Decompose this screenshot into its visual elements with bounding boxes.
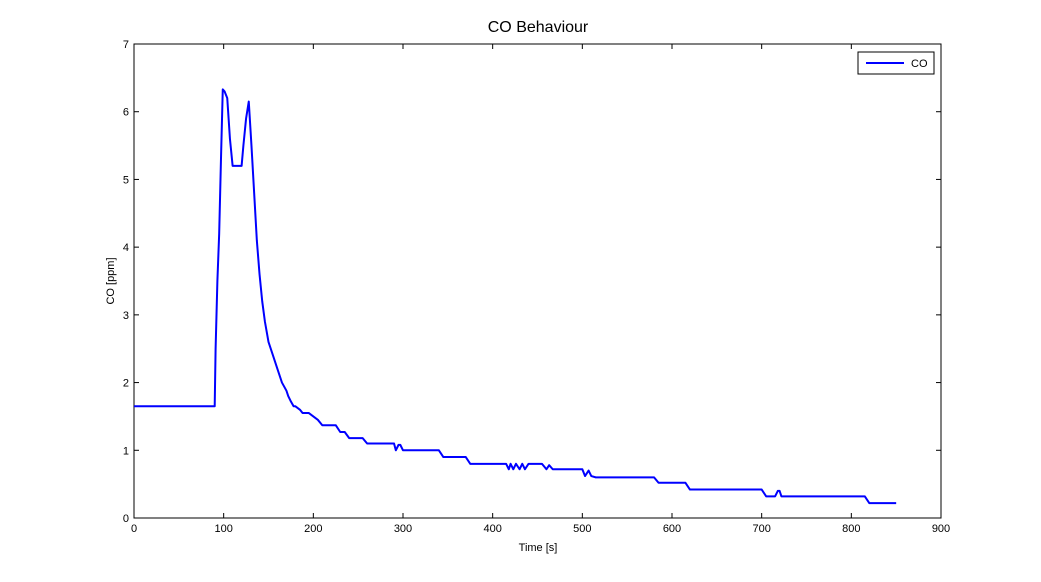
x-tick-label: 0	[131, 523, 137, 535]
x-tick-label: 900	[932, 523, 950, 535]
x-axis-label: Time [s]	[519, 542, 558, 554]
x-tick-label: 100	[214, 523, 232, 535]
y-tick-label: 7	[123, 39, 129, 51]
y-tick-label: 2	[123, 378, 129, 390]
x-tick-label: 500	[573, 523, 591, 535]
legend: CO	[857, 51, 935, 75]
x-tick-label: 600	[663, 523, 681, 535]
x-tick-label: 800	[842, 523, 860, 535]
x-tick-labels: 0 100 200 300 400 500 600 700 800 900	[131, 523, 950, 535]
x-tick-label: 300	[394, 523, 412, 535]
y-tick-label: 6	[123, 107, 129, 119]
y-tick-label: 4	[123, 242, 129, 254]
y-tick-label: 5	[123, 174, 129, 186]
y-tick-labels: 0 1 2 3 4 5 6 7	[123, 39, 129, 525]
legend-label-co: CO	[911, 58, 928, 70]
y-tick-label: 3	[123, 310, 129, 322]
y-tick-label: 0	[123, 513, 129, 525]
chart-title: CO Behaviour	[488, 19, 589, 36]
plot-area	[133, 43, 942, 519]
x-tick-label: 700	[752, 523, 770, 535]
y-tick-label: 1	[123, 445, 129, 457]
axis-ticks	[133, 43, 942, 519]
x-tick-label: 400	[483, 523, 501, 535]
y-axis-label: CO [ppm]	[105, 257, 117, 304]
x-tick-label: 200	[304, 523, 322, 535]
series-line-co	[134, 88, 897, 505]
